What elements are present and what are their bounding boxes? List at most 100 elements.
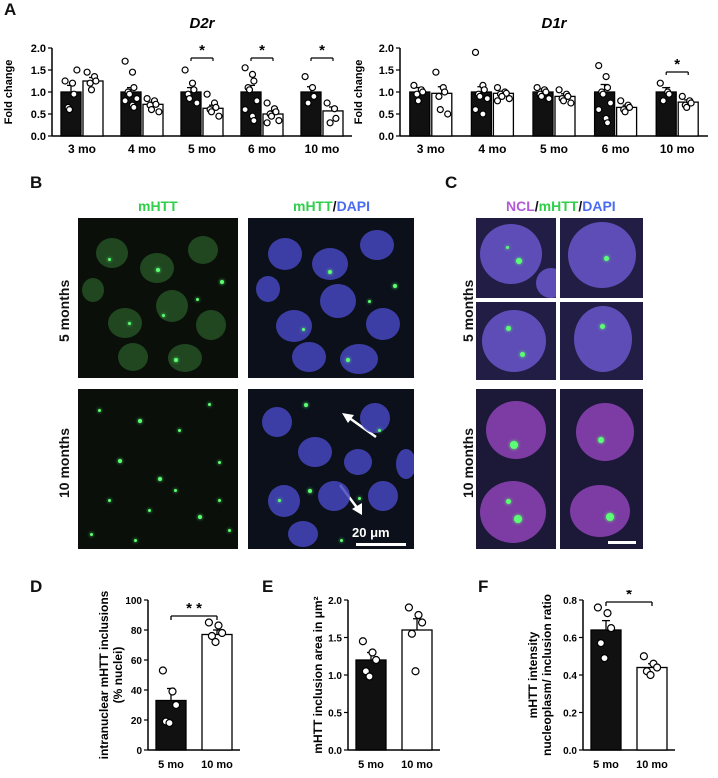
data-point — [441, 88, 449, 96]
micrograph-ncl-10-months-a — [476, 389, 556, 549]
data-point — [275, 116, 283, 125]
data-point — [498, 92, 506, 101]
data-point — [414, 610, 423, 620]
nucleus — [576, 403, 634, 461]
nucleus — [118, 343, 148, 371]
data-point — [193, 99, 201, 107]
header-ncl: NCL — [506, 198, 535, 214]
panel-label-e: E — [262, 577, 274, 596]
nucleus — [318, 481, 350, 511]
data-point — [444, 110, 452, 118]
bar — [60, 91, 82, 137]
bar — [201, 633, 233, 751]
data-point — [190, 86, 198, 94]
y-tick-label: 0.0 — [379, 131, 394, 143]
nucleus — [368, 481, 398, 511]
inclusion-dot — [218, 461, 221, 464]
inclusion-dot — [108, 499, 111, 502]
data-point — [68, 79, 77, 87]
nucleus — [108, 308, 142, 338]
bar — [590, 629, 622, 751]
y-tick-label: 0.5 — [379, 109, 394, 121]
micrograph-ncl-10-months-b — [560, 389, 643, 549]
inclusion-dot — [198, 515, 202, 519]
row-label-10-months: 10 months — [56, 427, 72, 498]
data-point — [70, 90, 78, 98]
inclusion-dot — [174, 358, 178, 362]
data-point — [73, 66, 81, 74]
data-point — [65, 105, 74, 114]
data-point — [248, 70, 257, 79]
inclusion-dot — [516, 258, 522, 264]
nucleus — [480, 481, 546, 543]
data-point — [480, 86, 488, 94]
nucleus — [298, 437, 332, 467]
data-point — [471, 48, 480, 57]
micrograph-ncl-5-months-d — [560, 302, 643, 380]
data-point — [659, 97, 667, 105]
nucleus — [366, 308, 400, 340]
nucleus — [570, 485, 630, 537]
nucleus — [568, 222, 636, 288]
y-tick-label: 0 — [136, 746, 142, 757]
x-tick-label: 4 mo — [478, 142, 506, 156]
panel-label-a: A — [4, 0, 17, 19]
data-point — [414, 97, 422, 105]
chart-intranuclear-inclusions: 0 20 40 60 80 100 intranuclear mHTT inclusions… — [97, 590, 240, 771]
inclusion-dot — [510, 441, 518, 449]
inclusion-dot — [302, 328, 305, 331]
data-point — [413, 90, 421, 98]
scale-bar-label: 20 μm — [352, 525, 390, 540]
inclusion-dot — [162, 314, 165, 317]
inclusion-dot — [220, 280, 224, 284]
significance-label: * — [259, 42, 265, 59]
data-point — [602, 72, 610, 81]
inclusion-dot — [506, 326, 511, 331]
data-point — [130, 83, 138, 92]
data-point — [207, 631, 216, 641]
nucleus — [262, 407, 292, 437]
data-point — [493, 97, 502, 105]
significance-label: * * — [186, 600, 202, 617]
significance-label: * — [674, 56, 680, 73]
bar — [636, 666, 668, 751]
nucleus — [536, 268, 556, 298]
inclusion-dot — [196, 298, 199, 301]
data-point — [603, 609, 612, 618]
inclusion-dot — [598, 437, 604, 443]
header-mhtt-dapi-green: mHTT — [293, 198, 333, 214]
data-point — [87, 86, 96, 94]
inclusion-dot — [514, 515, 522, 523]
inclusion-dot — [134, 539, 137, 542]
data-point — [404, 603, 413, 612]
x-tick-label: 5 mo — [158, 759, 184, 771]
data-point — [168, 687, 177, 696]
data-point — [245, 86, 254, 94]
nucleus — [482, 310, 546, 372]
y-axis-label: mHTT inclusion area in μm² — [311, 596, 325, 753]
header-mhtt-dapi: mHTT/DAPI — [293, 198, 370, 214]
nucleus — [292, 342, 326, 372]
data-point — [250, 116, 258, 125]
data-point — [130, 103, 138, 112]
significance-label: * — [199, 42, 205, 59]
data-point — [435, 92, 443, 101]
data-point — [607, 624, 616, 633]
data-point — [152, 100, 160, 108]
data-point — [310, 92, 318, 101]
nucleus — [82, 278, 104, 302]
data-point — [181, 66, 189, 74]
nucleus — [574, 306, 632, 372]
nucleus — [312, 248, 348, 280]
micrograph-ncl-5-months-b — [560, 218, 643, 298]
data-point — [204, 618, 213, 627]
data-point — [253, 97, 261, 105]
y-axis-label: mHTT intensity — [526, 631, 540, 718]
data-point — [165, 718, 174, 728]
chart-d1r: 0.0 0.5 1.0 1.5 2.0 D1r Fold change 3 mo 4 mo 5 m… — [353, 15, 708, 156]
data-point — [358, 637, 368, 646]
data-point — [211, 637, 220, 647]
data-point — [555, 86, 563, 94]
inclusion-dot — [128, 322, 131, 325]
data-point — [505, 94, 513, 103]
